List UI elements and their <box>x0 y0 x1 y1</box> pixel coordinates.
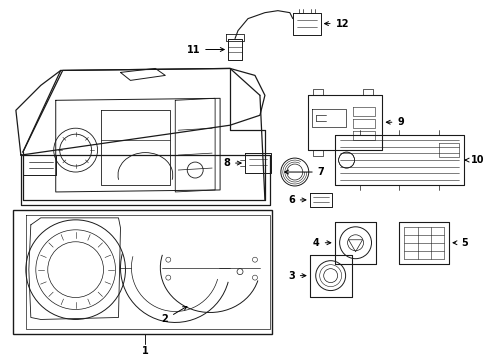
Text: 8: 8 <box>223 158 241 168</box>
Text: 2: 2 <box>161 306 186 324</box>
Text: 9: 9 <box>386 117 403 127</box>
Text: 4: 4 <box>312 238 330 248</box>
Text: 12: 12 <box>324 19 348 28</box>
Text: 11: 11 <box>186 45 224 54</box>
Bar <box>13 210 271 334</box>
Text: 10: 10 <box>464 155 484 165</box>
Text: 6: 6 <box>287 195 305 205</box>
Text: 5: 5 <box>452 238 467 248</box>
Text: 7: 7 <box>284 167 324 177</box>
Text: 1: 1 <box>142 346 148 356</box>
Text: 3: 3 <box>287 271 305 281</box>
